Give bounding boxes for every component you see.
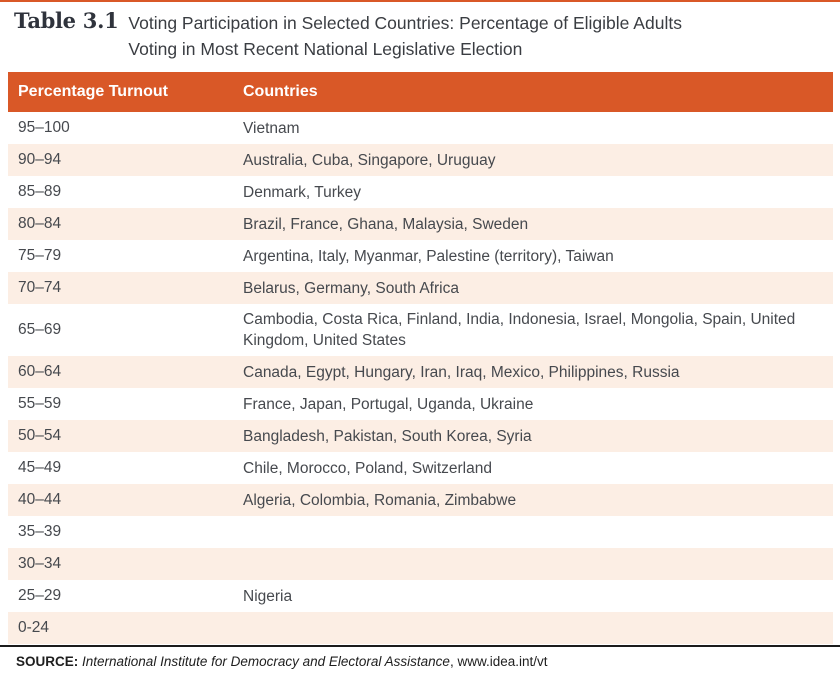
table-header-row: Percentage Turnout Countries [8,72,833,112]
bottom-rule [0,645,840,647]
source-institution: International Institute for Democracy an… [78,654,450,669]
turnout-cell: 85–89 [18,183,62,200]
top-accent-rule [0,0,840,2]
table-row: 65–69 Cambodia, Costa Rica, Finland, Indi… [8,304,833,356]
table-row: 55–59 France, Japan, Portugal, Uganda, Uk… [8,388,833,420]
countries-cell [243,623,833,633]
countries-cell: Australia, Cuba, Singapore, Uruguay [243,151,496,169]
turnout-cell: 75–79 [18,247,62,264]
countries-cell: Nigeria [243,587,293,605]
table-title: Voting Participation in Selected Countri… [128,8,682,62]
table-caption: Table 3.1 Voting Participation in Select… [14,8,826,62]
countries-cell: France, Japan, Portugal, Uganda, Ukraine [243,395,534,413]
turnout-cell: 35–39 [18,523,62,540]
table-row: 95–100 Vietnam [8,112,833,144]
countries-cell: Chile, Morocco, Poland, Switzerland [243,459,492,477]
countries-cell [243,559,833,569]
turnout-cell: 40–44 [18,491,62,508]
table-row: 75–79 Argentina, Italy, Myanmar, Palestin… [8,240,833,272]
table-body: 95–100 Vietnam 90–94 Australia, Cuba, Singa… [8,112,833,644]
table-row: 40–44 Algeria, Colombia, Romania, Zimbabw… [8,484,833,516]
countries-cell: Vietnam [243,119,300,137]
countries-cell [243,527,833,537]
turnout-cell: 30–34 [18,555,62,572]
table-row: 60–64 Canada, Egypt, Hungary, Iran, Iraq,… [8,356,833,388]
table-title-line2: Voting in Most Recent National Legislati… [128,39,523,59]
column-header-percentage-turnout: Percentage Turnout [18,83,168,100]
turnout-cell: 65–69 [18,321,62,338]
turnout-cell: 0-24 [18,619,50,636]
table-row: 35–39 [8,516,833,548]
table-row: 80–84 Brazil, France, Ghana, Malaysia, Sw… [8,208,833,240]
turnout-cell: 55–59 [18,395,62,412]
table-row: 70–74 Belarus, Germany, South Africa [8,272,833,304]
source-label: SOURCE: [16,654,79,669]
voting-participation-table: Percentage Turnout Countries 95–100 Vietn… [8,72,833,644]
turnout-cell: 70–74 [18,279,62,296]
countries-cell: Brazil, France, Ghana, Malaysia, Sweden [243,215,529,233]
countries-cell: Bangladesh, Pakistan, South Korea, Syria [243,427,532,445]
countries-cell: Algeria, Colombia, Romania, Zimbabwe [243,491,517,509]
table-title-line1: Voting Participation in Selected Countri… [128,13,682,33]
table-row: 45–49 Chile, Morocco, Poland, Switzerland [8,452,833,484]
source-note: SOURCE: International Institute for Demo… [16,653,548,671]
source-url: , www.idea.int/vt [449,654,548,669]
turnout-cell: 25–29 [18,587,62,604]
column-header-countries: Countries [243,83,318,100]
turnout-cell: 60–64 [18,363,62,380]
table-row: 90–94 Australia, Cuba, Singapore, Uruguay [8,144,833,176]
turnout-cell: 45–49 [18,459,62,476]
turnout-cell: 95–100 [18,119,70,136]
table-row: 30–34 [8,548,833,580]
table-row: 85–89 Denmark, Turkey [8,176,833,208]
table-row: 50–54 Bangladesh, Pakistan, South Korea, … [8,420,833,452]
countries-cell: Argentina, Italy, Myanmar, Palestine (te… [243,247,614,265]
turnout-cell: 90–94 [18,151,62,168]
table-row: 25–29 Nigeria [8,580,833,612]
countries-cell: Denmark, Turkey [243,183,362,201]
countries-cell: Canada, Egypt, Hungary, Iran, Iraq, Mexi… [243,363,680,381]
countries-cell: Belarus, Germany, South Africa [243,279,459,297]
turnout-cell: 80–84 [18,215,62,232]
countries-cell: Cambodia, Costa Rica, Finland, India, In… [243,311,796,349]
turnout-cell: 50–54 [18,427,62,444]
table-row: 0-24 [8,612,833,644]
table-number-label: Table 3.1 [14,8,119,33]
